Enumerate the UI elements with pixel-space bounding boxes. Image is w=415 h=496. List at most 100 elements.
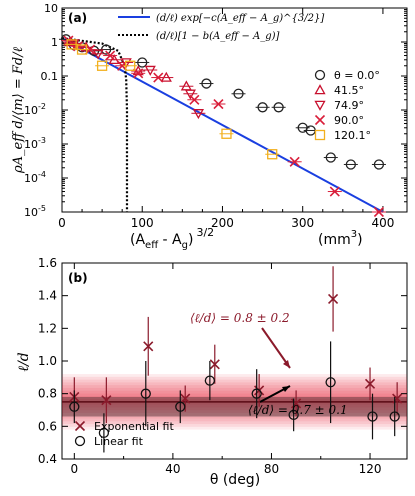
y-tick-label: 1 bbox=[51, 36, 58, 49]
y-tick-label: 1.2 bbox=[38, 321, 57, 335]
linear-fit-line bbox=[61, 37, 129, 212]
y-tick-label: 1.0 bbox=[38, 354, 57, 368]
data-point bbox=[209, 359, 220, 370]
data-point bbox=[201, 78, 212, 89]
x-stroke bbox=[314, 114, 326, 126]
panel-a-data-points bbox=[59, 34, 386, 218]
panel-a-frame bbox=[61, 7, 408, 213]
data-point bbox=[373, 206, 384, 218]
panel-b-ylabel: ℓ/d bbox=[16, 352, 32, 372]
data-point bbox=[63, 35, 74, 46]
y-tick-label: 1.4 bbox=[38, 289, 57, 303]
annotation-exp-mean: ⟨ℓ/d⟩ = 0.8 ± 0.2 bbox=[190, 311, 290, 325]
panel-b-data-points bbox=[69, 266, 403, 453]
x-stroke bbox=[74, 420, 86, 432]
x-stroke bbox=[105, 50, 116, 61]
data-point bbox=[267, 149, 278, 160]
data-point bbox=[105, 50, 116, 61]
linear-band bbox=[62, 396, 407, 417]
x-tick-label: 120 bbox=[359, 462, 382, 476]
y-tick-label: 1.6 bbox=[38, 256, 57, 270]
data-point bbox=[180, 393, 191, 404]
data-point bbox=[213, 98, 224, 110]
data-point bbox=[257, 102, 268, 113]
x-tick-label: 300 bbox=[291, 216, 314, 230]
panel-a-fit-lines bbox=[61, 37, 384, 213]
x-stroke bbox=[289, 156, 300, 167]
data-point bbox=[325, 377, 336, 388]
legend-label: 90.0° bbox=[334, 114, 364, 127]
data-point bbox=[69, 401, 80, 412]
legend-marker bbox=[314, 100, 326, 111]
data-point bbox=[153, 72, 164, 83]
x-stroke bbox=[209, 359, 220, 370]
data-point bbox=[192, 109, 205, 120]
data-point bbox=[233, 88, 244, 99]
annotation-exp-arrow bbox=[261, 327, 291, 369]
y-tick-label: 10 bbox=[44, 2, 58, 15]
annotation-lin-arrowhead bbox=[282, 386, 290, 392]
data-point bbox=[251, 388, 262, 399]
data-point bbox=[389, 411, 400, 422]
y-tick-label: 0.1 bbox=[41, 70, 59, 83]
panel-b: 0 40 80 120 0.4 0.6 0.8 1.0 1.2 1.4 1.6 (b) ⟨ℓ/d⟩ … bbox=[16, 256, 408, 488]
data-point bbox=[221, 128, 232, 139]
x-tick-label: 200 bbox=[211, 216, 234, 230]
y-tick-label: 0.8 bbox=[38, 387, 57, 401]
legend-exp-fit-label: (d/ℓ) exp[−c(A_eff − A_g)^{3/2}] bbox=[156, 13, 324, 24]
x-stroke bbox=[180, 393, 191, 404]
data-point bbox=[92, 49, 104, 60]
legend-label: θ = 0.0° bbox=[334, 69, 380, 82]
y-tick-label: 0.6 bbox=[38, 419, 57, 433]
x-stroke bbox=[328, 293, 339, 304]
y-tick-label: 10-3 bbox=[24, 136, 46, 151]
x-stroke bbox=[373, 206, 384, 218]
data-point bbox=[325, 152, 336, 163]
panel-a-xunit: (mm3) bbox=[318, 229, 363, 248]
legend-marker bbox=[74, 420, 86, 432]
panel-b-mean-band bbox=[62, 374, 407, 430]
data-point bbox=[273, 102, 284, 113]
legend-label: 120.1° bbox=[334, 129, 371, 142]
data-point bbox=[96, 60, 108, 71]
data-point bbox=[108, 53, 120, 65]
legend-linear-fit-label: (d/ℓ)[1 − b(A_eff − A_g)] bbox=[156, 31, 280, 42]
x-tick-label: 400 bbox=[371, 216, 394, 230]
x-tick-label: 80 bbox=[264, 462, 279, 476]
y-tick-label: 10-2 bbox=[24, 102, 46, 117]
data-point bbox=[373, 159, 385, 170]
panel-b-legend: Exponential fit Linear fit bbox=[74, 420, 174, 448]
y-tick-label: 10-5 bbox=[24, 204, 46, 219]
legend-label: Linear fit bbox=[94, 435, 144, 448]
data-point bbox=[175, 401, 186, 412]
legend-marker bbox=[314, 84, 326, 95]
panel-b-ticks: 0 40 80 120 0.4 0.6 0.8 1.0 1.2 1.4 1.6 bbox=[38, 256, 407, 476]
panel-b-xlabel: θ (deg) bbox=[210, 472, 260, 488]
panel-a-series-legend: θ = 0.0° 41.5° 74.9° 90.0° 120.1° bbox=[314, 69, 380, 142]
legend-label: 74.9° bbox=[334, 99, 364, 112]
data-point bbox=[66, 39, 77, 50]
panel-a-ticks: 0 100 200 300 400 10 1 0.1 10-2 10-3 10-4 10-5 bbox=[24, 2, 407, 230]
data-point bbox=[189, 94, 200, 105]
data-point bbox=[204, 375, 216, 386]
annotation-lin-mean: ⟨ℓ/d⟩ = 0.7 ± 0.1 bbox=[248, 403, 348, 417]
legend-marker bbox=[74, 435, 86, 447]
x-stroke bbox=[329, 186, 340, 197]
data-point bbox=[101, 395, 112, 406]
panel-a-ylabel: ρA_eff d/⟨m⟩ = Fd/ℓ bbox=[11, 46, 26, 174]
data-point bbox=[289, 156, 300, 167]
panel-a-xlabel: (Aeff - Ag) 3/2 bbox=[130, 226, 214, 251]
x-stroke bbox=[63, 35, 74, 46]
panel-b-frame bbox=[61, 262, 408, 460]
x-tick-label: 0 bbox=[58, 216, 66, 230]
x-stroke bbox=[143, 341, 154, 352]
data-point bbox=[288, 409, 299, 421]
data-point bbox=[329, 186, 340, 197]
data-point bbox=[143, 341, 154, 352]
x-tick-label: 0 bbox=[71, 462, 79, 476]
data-point bbox=[98, 427, 110, 439]
x-tick-label: 40 bbox=[165, 462, 180, 476]
x-stroke bbox=[101, 395, 112, 406]
data-point bbox=[364, 378, 376, 389]
